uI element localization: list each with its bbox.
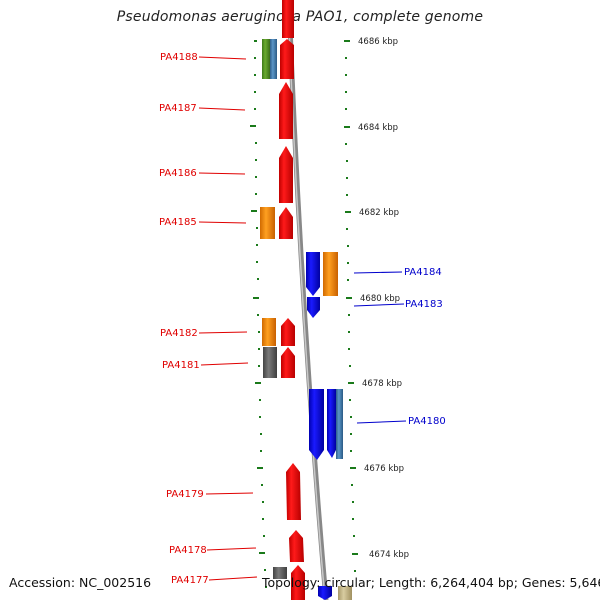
gene-arrow-PA4182[interactable] (281, 318, 295, 346)
gene-arrow-PA4177[interactable] (291, 565, 305, 600)
gene-arrow-PA4179[interactable] (286, 463, 301, 520)
gene-arrow-PA4187[interactable] (279, 82, 293, 139)
gene-label-PA4185[interactable]: PA4185 (159, 217, 197, 228)
gene-label-PA4182[interactable]: PA4182 (160, 328, 198, 339)
feature-green[interactable] (262, 39, 270, 79)
feature-gray[interactable] (273, 567, 287, 579)
gene-label-PA4181[interactable]: PA4181 (162, 360, 200, 371)
gene-arrow-PA4185[interactable] (279, 207, 293, 239)
feature-orange[interactable] (323, 252, 338, 296)
gene-arrow-PA4178[interactable] (289, 530, 304, 562)
feature-orange[interactable] (260, 207, 275, 239)
gene-label-PA4188[interactable]: PA4188 (160, 52, 198, 63)
gene-label-PA4184[interactable]: PA4184 (404, 267, 442, 278)
gene-label-PA4186[interactable]: PA4186 (159, 168, 197, 179)
gene-arrow-PA4181[interactable] (281, 347, 295, 378)
gene-feature-top-partial[interactable] (282, 0, 294, 38)
gene-label-PA4179[interactable]: PA4179 (166, 489, 204, 500)
genome-info-text: Topology: circular; Length: 6,264,404 bp… (262, 575, 600, 590)
feature-orange[interactable] (262, 318, 276, 346)
gene-label-PA4178[interactable]: PA4178 (169, 545, 207, 556)
feature-gray[interactable] (263, 347, 277, 378)
gene-arrow-PA4186[interactable] (279, 146, 293, 203)
gene-arrow-PA4180-b[interactable] (327, 389, 336, 458)
map-title: Pseudomonas aeruginosa PAO1, complete ge… (116, 9, 484, 25)
gene-arrow-PA4183[interactable] (307, 297, 320, 318)
right-tick-track (344, 40, 358, 572)
accession-text: Accession: NC_002516 (9, 575, 152, 590)
feature-steelblue[interactable] (270, 39, 277, 79)
leader-lines-reverse (353, 271, 407, 424)
kbp-label: 4676 kbp (364, 464, 404, 474)
kbp-label: 4674 kbp (369, 550, 409, 560)
genome-backbone (286, 0, 329, 600)
gene-arrow-PA4188[interactable] (280, 39, 294, 79)
gene-arrow-bottom-reverse[interactable] (318, 586, 332, 600)
gene-label-PA4180[interactable]: PA4180 (408, 416, 446, 427)
left-tick-track (250, 40, 267, 588)
feature-steelblue[interactable] (336, 389, 343, 459)
gene-arrow-PA4180-a[interactable] (309, 389, 324, 460)
kbp-label: 4684 kbp (358, 123, 398, 133)
kbp-label: 4682 kbp (359, 208, 399, 218)
kbp-label: 4678 kbp (362, 379, 402, 389)
gene-arrow-PA4184[interactable] (306, 252, 320, 296)
feature-tan[interactable] (338, 586, 352, 600)
gene-label-PA4187[interactable]: PA4187 (159, 103, 197, 114)
gene-label-PA4177[interactable]: PA4177 (171, 575, 209, 586)
kbp-label: 4680 kbp (360, 294, 400, 304)
genome-backbone-highlight (287, 0, 326, 600)
leader-lines-forward (198, 56, 258, 581)
gene-label-PA4183[interactable]: PA4183 (405, 299, 443, 310)
kbp-label: 4686 kbp (358, 37, 398, 47)
